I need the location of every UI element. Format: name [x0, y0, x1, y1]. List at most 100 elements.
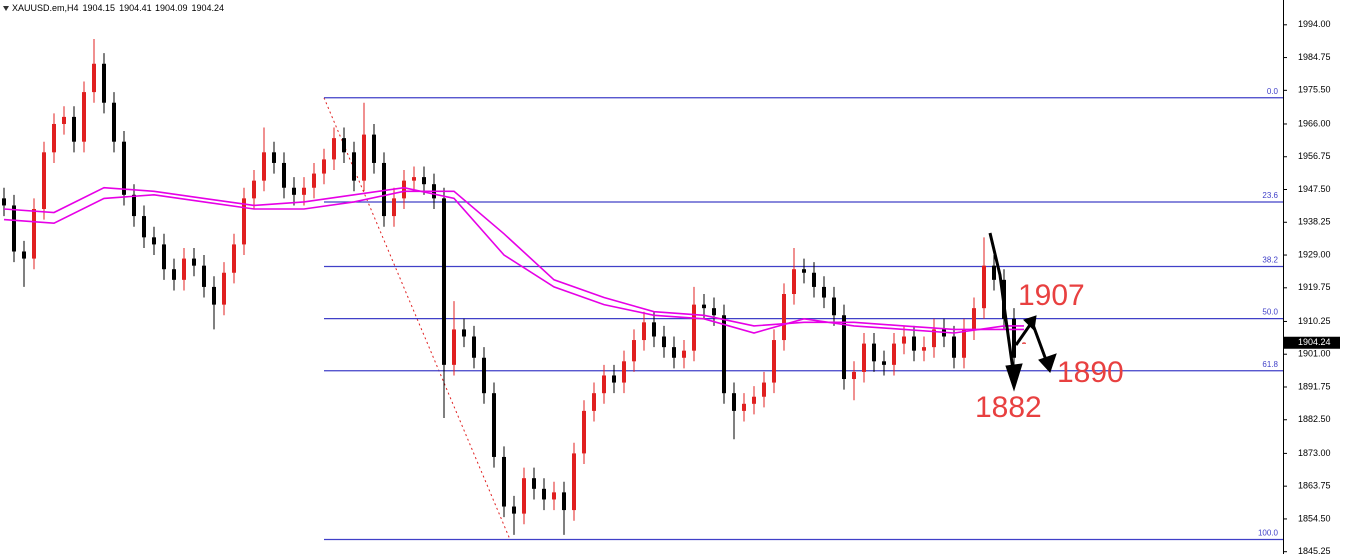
candle-body — [742, 403, 746, 411]
y-tick-label: 1854.50 — [1298, 513, 1331, 523]
moving-average — [3, 186, 1024, 334]
fib-level-label: 23.6 — [1262, 191, 1278, 200]
candle-body — [912, 336, 916, 351]
candle-body — [342, 138, 346, 153]
y-tick-label: 1966.00 — [1298, 118, 1331, 128]
candle-body — [732, 393, 736, 411]
candle-body — [82, 92, 86, 142]
candle-body — [572, 453, 576, 511]
candle-body — [112, 102, 116, 142]
candle-body — [642, 322, 646, 341]
candle-body — [292, 187, 296, 195]
candle-body — [22, 251, 26, 259]
candle-body — [182, 258, 186, 280]
candle-body — [142, 216, 146, 238]
y-tick-label: 1845.25 — [1298, 546, 1331, 554]
candle-body — [62, 116, 66, 124]
candle-body — [332, 138, 336, 160]
y-tick-label: 1891.75 — [1298, 381, 1331, 391]
candle-body — [442, 198, 446, 365]
candle-body — [412, 177, 416, 181]
candle-body — [492, 393, 496, 457]
candle-body — [372, 134, 376, 163]
annotation: 1882 — [975, 391, 1042, 424]
candle-body — [862, 343, 866, 372]
arrow-head — [1005, 363, 1023, 392]
y-tick-label: 1994.00 — [1298, 19, 1331, 29]
candle-body — [262, 152, 266, 181]
candle-body — [162, 244, 166, 270]
candle-body — [362, 134, 366, 181]
candle-body — [972, 308, 976, 330]
candle-body — [682, 350, 686, 358]
candle-body — [92, 63, 96, 93]
y-tick-label: 1984.75 — [1298, 52, 1331, 62]
y-tick-label: 1863.75 — [1298, 481, 1331, 491]
fib-level-label: 61.8 — [1262, 360, 1278, 369]
candle-body — [312, 173, 316, 188]
candle-body — [402, 180, 406, 199]
price-label-box — [1284, 336, 1340, 349]
candle-body — [882, 361, 886, 365]
candle-body — [132, 194, 136, 217]
candle-body — [302, 187, 306, 195]
candle-body — [102, 63, 106, 103]
candle-body — [212, 286, 216, 305]
candle-body — [252, 180, 256, 199]
candle-body — [762, 382, 766, 397]
y-tick-label: 1947.50 — [1298, 184, 1331, 194]
candle-body — [192, 258, 196, 266]
candle-body — [652, 322, 656, 337]
annotation: 1907 — [1018, 279, 1085, 312]
candle-body — [952, 336, 956, 358]
candle-body — [702, 304, 706, 309]
candle-body — [232, 244, 236, 273]
candle-body — [42, 152, 46, 209]
candle-body — [612, 375, 616, 383]
candle-body — [552, 492, 556, 500]
candle-body — [622, 361, 626, 383]
candle-body — [792, 269, 796, 295]
candle-body — [1022, 342, 1026, 344]
candle-body — [272, 152, 276, 163]
candle-body — [672, 347, 676, 358]
moving-average — [3, 190, 1024, 331]
candle-body — [392, 198, 396, 217]
fib-level-label: 0.0 — [1267, 87, 1279, 96]
candle-body — [512, 506, 516, 514]
y-tick-label: 1901.00 — [1298, 349, 1331, 359]
candle-body — [482, 357, 486, 394]
candle-body — [282, 162, 286, 188]
candle-body — [152, 237, 156, 245]
symbol-icon — [3, 6, 9, 11]
symbol: XAUUSD.em,H4 — [12, 3, 79, 13]
candle-body — [902, 336, 906, 344]
candle-body — [992, 265, 996, 280]
arrow-head — [1038, 353, 1057, 373]
candle-body — [962, 329, 966, 358]
candle-body — [782, 294, 786, 341]
candle-body — [352, 152, 356, 181]
candle-body — [592, 393, 596, 411]
candle-body — [422, 177, 426, 185]
candle-body — [562, 492, 566, 511]
candle-body — [872, 343, 876, 362]
candle-body — [892, 343, 896, 365]
candle-body — [832, 297, 836, 316]
wave-arrows — [988, 232, 1057, 392]
header-text: XAUUSD.em,H4 1904.15 1904.41 1904.09 1904.24 — [12, 3, 224, 13]
y-tick-label: 1873.00 — [1298, 448, 1331, 458]
candle-body — [722, 315, 726, 394]
candle-body — [12, 205, 16, 252]
candle-body — [532, 478, 536, 489]
price-label: 1904.24 — [1298, 337, 1331, 347]
candle-body — [922, 347, 926, 351]
candle-body — [582, 410, 586, 454]
candle-body — [222, 272, 226, 305]
fib-level-label: 50.0 — [1262, 308, 1278, 317]
candle-body — [752, 396, 756, 404]
candle-body — [932, 329, 936, 348]
candle-body — [172, 269, 176, 280]
